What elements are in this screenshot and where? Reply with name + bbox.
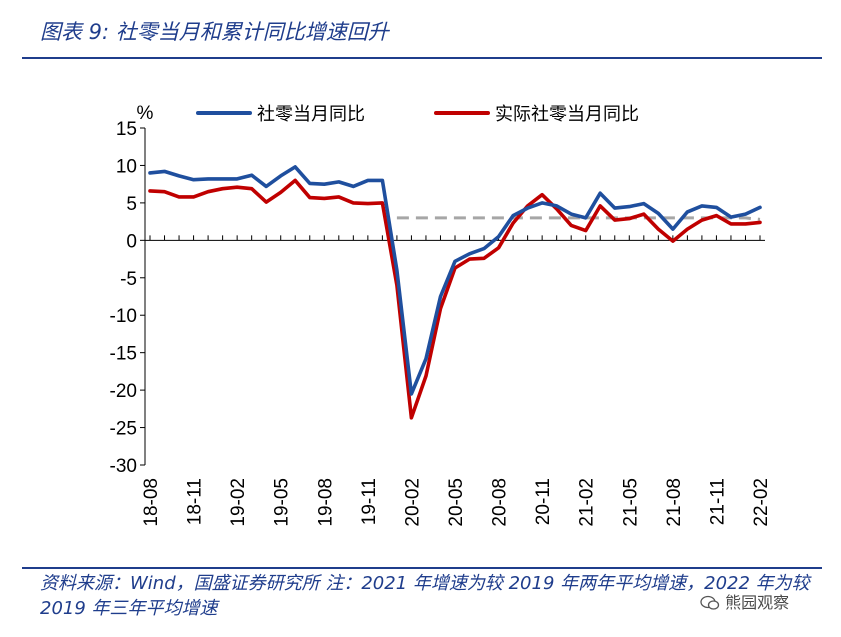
watermark-text: 熊园观察	[725, 593, 790, 612]
watermark: 熊园观察	[700, 589, 789, 613]
top-divider	[22, 57, 822, 59]
x-tick-label: 21-11	[707, 478, 728, 525]
y-tick-label: -25	[110, 419, 137, 440]
x-tick-label: 18-11	[185, 478, 206, 525]
legend-label: 社零当月同比	[257, 104, 365, 125]
bottom-divider	[22, 567, 822, 569]
y-tick-label: -15	[110, 344, 137, 365]
y-tick-label: 0	[126, 231, 137, 252]
series-line-1	[148, 165, 762, 396]
x-tick-label: 18-08	[141, 478, 162, 527]
chart: 15 10 5 0 -5 -10 -15 -20 -25 -30% 18-08 18-11 19-02 1…	[110, 103, 772, 527]
x-tick-label: 20-11	[533, 478, 554, 525]
chart-axes: 15 10 5 0 -5 -10 -15 -20 -25 -30% 18-08 18-11 19-02 1…	[110, 103, 772, 527]
x-tick-label: 20-02	[402, 478, 423, 527]
series-line-2	[148, 178, 762, 420]
x-tick-label: 19-05	[272, 478, 293, 527]
x-tick-label: 22-02	[751, 478, 772, 527]
x-tick-label: 19-02	[228, 478, 249, 527]
series-line-3	[396, 216, 761, 221]
x-tick-label: 21-08	[664, 478, 685, 527]
chart-lines	[148, 165, 762, 420]
x-tick-label: 19-08	[315, 478, 336, 527]
source-note: 资料来源：Wind，国盛证券研究所 注：2021 年增速为较 2019 年两年平…	[40, 573, 810, 619]
chart-title: 图表 9: 社零当月和累计同比增速回升	[40, 20, 389, 44]
x-tick-label: 20-08	[490, 478, 511, 527]
chart-legend: 社零当月同比 实际社零当月同比	[196, 104, 639, 125]
y-tick-label: 10	[116, 156, 137, 177]
y-tick-label: -5	[120, 269, 137, 290]
x-tick-label: 21-05	[620, 478, 641, 527]
x-tick-label: 19-11	[359, 478, 380, 525]
wechat-icon	[700, 595, 720, 610]
y-axis-unit-label: %	[137, 103, 154, 124]
y-tick-label: -10	[110, 306, 137, 327]
y-tick-label: -30	[110, 456, 137, 477]
y-tick-label: 15	[116, 119, 137, 140]
y-tick-label: 5	[126, 194, 137, 215]
legend-label: 实际社零当月同比	[495, 104, 639, 125]
x-tick-label: 21-02	[577, 478, 598, 527]
x-tick-label: 20-05	[446, 478, 467, 527]
y-tick-label: -20	[110, 381, 137, 402]
